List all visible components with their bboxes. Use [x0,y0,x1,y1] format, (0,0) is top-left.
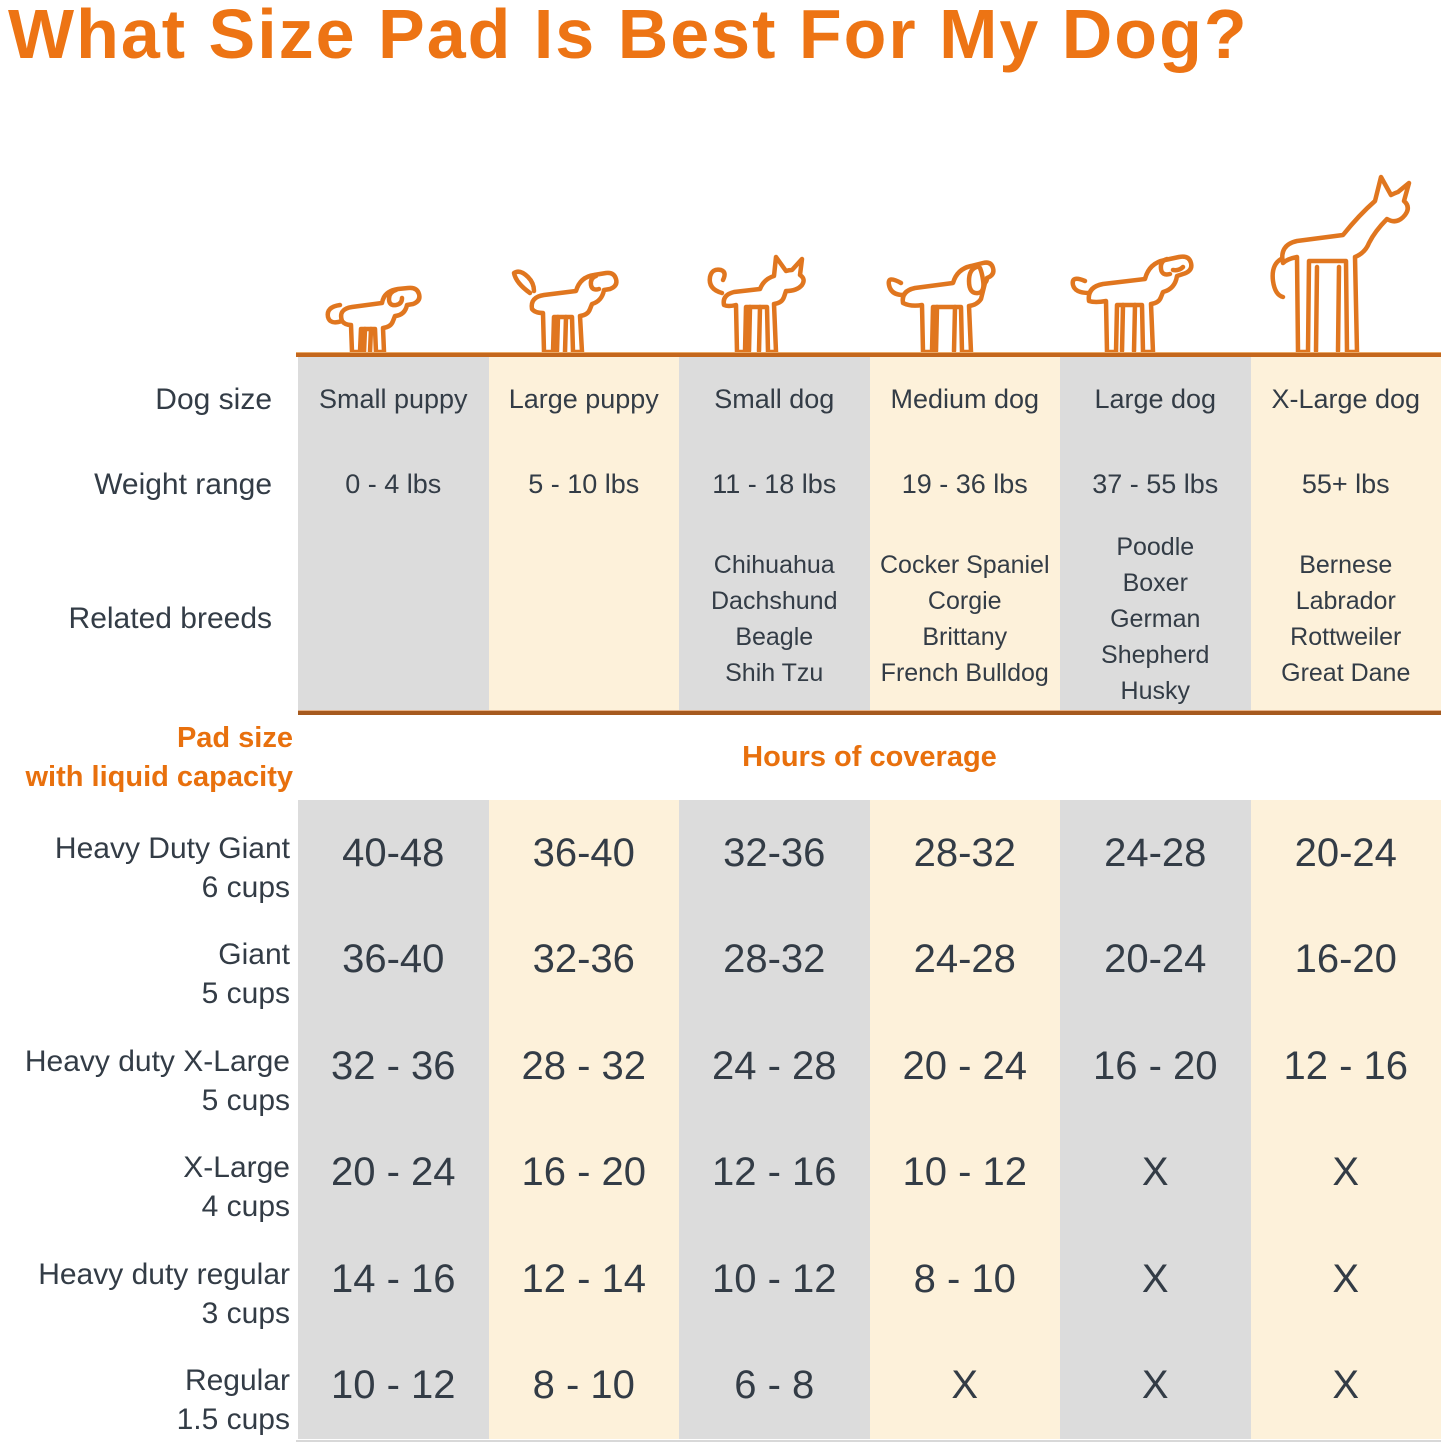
pad-name: X-Large [183,1151,290,1184]
coverage-cell: 20-24 [1060,906,1251,1013]
coverage-cell: 16-20 [1250,906,1441,1013]
pad-row-label: Heavy duty regular 3 cups [0,1226,298,1333]
coverage-cell: 10 - 12 [869,1119,1060,1226]
pad-row-label: Heavy Duty Giant 6 cups [0,800,298,907]
coverage-cell: 28 - 32 [488,1013,679,1120]
pad-capacity: 6 cups [201,870,290,904]
pad-size-heading-line1: Pad size [176,722,293,755]
breeds-cell: Bernese Labrador Rottweiler Great Dane [1250,527,1441,710]
breeds-cell [488,527,679,710]
column-header-x-large-dog: X-Large dog [1250,357,1441,442]
section-divider-line [298,710,1441,715]
breeds-cell: Chihuahua Dachshund Beagle Shih Tzu [679,527,870,710]
dog-illustrations [0,0,1445,357]
not-available-mark: X [1250,1332,1441,1439]
not-available-mark: X [869,1332,1060,1439]
coverage-cell: 16 - 20 [488,1119,679,1226]
not-available-mark: X [1060,1119,1251,1226]
bottom-border-line [296,1440,1441,1442]
large-dog-icon [1063,231,1248,355]
coverage-cell: 32-36 [488,906,679,1013]
column-header-small-dog: Small dog [679,357,870,442]
column-header-small-puppy: Small puppy [298,357,489,442]
breeds-cell: Cocker Spaniel Corgie Brittany French Bu… [869,527,1060,710]
related-breeds-row-label: Related breeds [0,527,298,710]
x-large-dog-icon [1251,167,1441,355]
dog-info-table: Dog size Small puppy Large puppy Small dog M… [0,357,1441,710]
pad-row-label: Heavy duty X-Large 5 cups [0,1013,298,1120]
pad-size-heading: Pad size with liquid capacity [0,715,294,800]
coverage-cell: 12 - 16 [679,1119,870,1226]
not-available-mark: X [1250,1226,1441,1333]
ground-line [296,352,1441,357]
pad-row-label: X-Large 4 cups [0,1119,298,1226]
weight-cell: 37 - 55 lbs [1060,442,1251,527]
large-puppy-icon [504,249,664,355]
coverage-cell: 20-24 [1250,800,1441,907]
weight-cell: 11 - 18 lbs [679,442,870,527]
column-header-large-dog: Large dog [1060,357,1251,442]
coverage-cell: 8 - 10 [869,1226,1060,1333]
page-title: What Size Pad Is Best For My Dog? [8,0,1249,73]
coverage-cell: 36-40 [298,906,489,1013]
breeds-cell: Poodle Boxer German Shepherd Husky [1060,527,1251,710]
coverage-cell: 8 - 10 [488,1332,679,1439]
pad-name: Heavy duty regular [38,1257,290,1291]
weight-cell: 0 - 4 lbs [298,442,489,527]
small-puppy-icon [318,263,468,355]
pad-name: Heavy duty X-Large [24,1044,290,1078]
column-header-medium-dog: Medium dog [869,357,1060,442]
coverage-cell: 10 - 12 [298,1332,489,1439]
coverage-cell: 14 - 16 [298,1226,489,1333]
coverage-cell: 32 - 36 [298,1013,489,1120]
coverage-cell: 28-32 [679,906,870,1013]
coverage-cell: 36-40 [488,800,679,907]
coverage-cell: 40-48 [298,800,489,907]
pad-capacity: 3 cups [201,1296,290,1330]
not-available-mark: X [1060,1332,1251,1439]
weight-cell: 5 - 10 lbs [488,442,679,527]
pad-name: Heavy Duty Giant [54,831,290,865]
coverage-cell: 24-28 [869,906,1060,1013]
coverage-cell: 12 - 16 [1250,1013,1441,1120]
coverage-cell: 16 - 20 [1060,1013,1251,1120]
weight-cell: 19 - 36 lbs [869,442,1060,527]
coverage-cell: 6 - 8 [679,1332,870,1439]
column-header-large-puppy: Large puppy [488,357,679,442]
breeds-cell [298,527,489,710]
coverage-cell: 20 - 24 [869,1013,1060,1120]
section-heading-band: Pad size with liquid capacity Hours of c… [0,715,1445,800]
coverage-cell: 24-28 [1060,800,1251,907]
coverage-table: Heavy Duty Giant 6 cups 40-48 36-40 32-36 28-… [0,800,1441,1439]
not-available-mark: X [1060,1226,1251,1333]
dog-size-row-label: Dog size [0,357,298,442]
pad-capacity: 1.5 cups [176,1403,290,1436]
coverage-cell: 12 - 14 [488,1226,679,1333]
not-available-mark: X [1250,1119,1441,1226]
weight-cell: 55+ lbs [1250,442,1441,527]
coverage-cell: 28-32 [869,800,1060,907]
pad-name: Regular [184,1364,290,1397]
coverage-cell: 24 - 28 [679,1013,870,1120]
pad-capacity: 4 cups [201,1190,290,1223]
coverage-cell: 20 - 24 [298,1119,489,1226]
coverage-cell: 10 - 12 [679,1226,870,1333]
pad-row-label: Giant 5 cups [0,906,298,1013]
pad-row-label: Regular 1.5 cups [0,1332,298,1439]
coverage-cell: 32-36 [679,800,870,907]
pad-size-heading-line2: with liquid capacity [25,760,294,793]
medium-dog-icon [877,237,1052,355]
small-dog-icon [692,243,857,355]
pad-name: Giant [218,938,290,971]
pad-capacity: 5 cups [201,1083,290,1117]
hours-of-coverage-heading: Hours of coverage [742,741,997,773]
weight-range-row-label: Weight range [0,442,298,527]
pad-capacity: 5 cups [201,977,290,1010]
